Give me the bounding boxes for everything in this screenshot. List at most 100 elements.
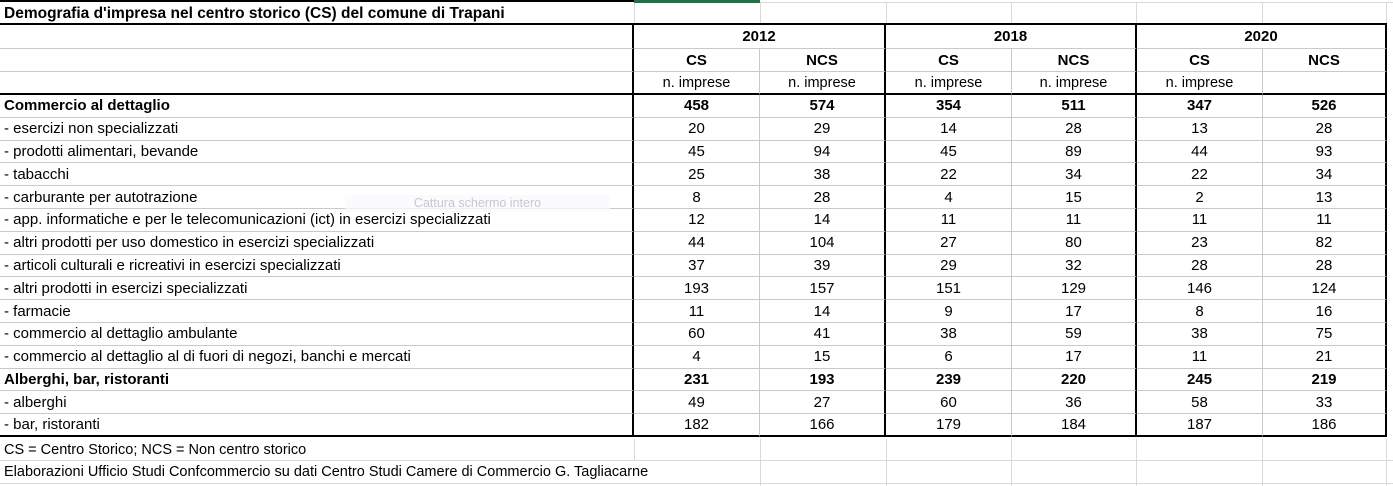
value-cell[interactable]: 245 bbox=[1137, 368, 1263, 392]
value-cell[interactable]: 239 bbox=[886, 368, 1012, 392]
value-cell[interactable]: 13 bbox=[1137, 117, 1263, 141]
value-cell[interactable]: 34 bbox=[1012, 163, 1137, 187]
row-label[interactable]: Commercio al dettaglio bbox=[0, 95, 634, 118]
value-cell[interactable]: 187 bbox=[1137, 414, 1263, 437]
value-cell[interactable]: 11 bbox=[1137, 345, 1263, 369]
value-cell[interactable]: 184 bbox=[1012, 414, 1137, 437]
value-cell[interactable]: 27 bbox=[886, 231, 1012, 255]
col-header-ncs-2020[interactable]: NCS bbox=[1263, 49, 1387, 72]
value-cell[interactable]: 28 bbox=[1012, 117, 1137, 141]
unit-cell[interactable]: n. imprese bbox=[760, 72, 886, 95]
empty-header-cell[interactable] bbox=[0, 49, 634, 72]
row-label[interactable]: - tabacchi bbox=[0, 163, 634, 187]
value-cell[interactable]: 89 bbox=[1012, 140, 1137, 164]
value-cell[interactable]: 58 bbox=[1137, 391, 1263, 415]
year-header-2012[interactable]: 2012 bbox=[634, 23, 886, 49]
value-cell[interactable]: 219 bbox=[1263, 368, 1387, 392]
value-cell[interactable]: 347 bbox=[1137, 95, 1263, 118]
value-cell[interactable]: 23 bbox=[1137, 231, 1263, 255]
value-cell[interactable]: 17 bbox=[1012, 300, 1137, 323]
value-cell[interactable]: 11 bbox=[1012, 208, 1137, 232]
year-header-2020[interactable]: 2020 bbox=[1137, 23, 1387, 49]
value-cell[interactable]: 11 bbox=[1263, 208, 1387, 232]
value-cell[interactable]: 82 bbox=[1263, 231, 1387, 255]
value-cell[interactable]: 11 bbox=[886, 208, 1012, 232]
value-cell[interactable]: 8 bbox=[634, 186, 760, 209]
value-cell[interactable]: 182 bbox=[634, 414, 760, 437]
value-cell[interactable]: 15 bbox=[1012, 186, 1137, 209]
value-cell[interactable]: 15 bbox=[760, 345, 886, 369]
value-cell[interactable]: 45 bbox=[634, 140, 760, 164]
value-cell[interactable]: 29 bbox=[760, 117, 886, 141]
value-cell[interactable]: 146 bbox=[1137, 277, 1263, 301]
value-cell[interactable]: 458 bbox=[634, 95, 760, 118]
value-cell[interactable]: 75 bbox=[1263, 322, 1387, 346]
value-cell[interactable]: 354 bbox=[886, 95, 1012, 118]
row-label[interactable]: - carburante per autotrazione bbox=[0, 186, 634, 209]
value-cell[interactable]: 151 bbox=[886, 277, 1012, 301]
footnote-source[interactable]: Elaborazioni Ufficio Studi Confcommercio… bbox=[4, 464, 649, 480]
row-label[interactable]: - bar, ristoranti bbox=[0, 414, 634, 437]
row-label[interactable]: Alberghi, bar, ristoranti bbox=[0, 368, 634, 392]
value-cell[interactable]: 44 bbox=[1137, 140, 1263, 164]
value-cell[interactable]: 93 bbox=[1263, 140, 1387, 164]
value-cell[interactable]: 60 bbox=[634, 322, 760, 346]
value-cell[interactable]: 574 bbox=[760, 95, 886, 118]
col-header-cs-2020[interactable]: CS bbox=[1137, 49, 1263, 72]
row-label[interactable]: - app. informatiche e per le telecomunic… bbox=[0, 208, 634, 232]
value-cell[interactable]: 8 bbox=[1137, 300, 1263, 323]
unit-cell[interactable]: n. imprese bbox=[1012, 72, 1137, 95]
row-label[interactable]: - commercio al dettaglio ambulante bbox=[0, 322, 634, 346]
value-cell[interactable]: 28 bbox=[760, 186, 886, 209]
value-cell[interactable]: 28 bbox=[1137, 254, 1263, 278]
value-cell[interactable]: 16 bbox=[1263, 300, 1387, 323]
value-cell[interactable]: 511 bbox=[1012, 95, 1137, 118]
value-cell[interactable]: 17 bbox=[1012, 345, 1137, 369]
row-label[interactable]: - alberghi bbox=[0, 391, 634, 415]
value-cell[interactable]: 12 bbox=[634, 208, 760, 232]
value-cell[interactable]: 6 bbox=[886, 345, 1012, 369]
value-cell[interactable]: 25 bbox=[634, 163, 760, 187]
value-cell[interactable]: 11 bbox=[1137, 208, 1263, 232]
value-cell[interactable]: 193 bbox=[760, 368, 886, 392]
unit-cell[interactable]: n. imprese bbox=[634, 72, 760, 95]
value-cell[interactable]: 38 bbox=[886, 322, 1012, 346]
row-label[interactable]: - altri prodotti in esercizi specializza… bbox=[0, 277, 634, 301]
value-cell[interactable]: 2 bbox=[1137, 186, 1263, 209]
value-cell[interactable]: 14 bbox=[760, 208, 886, 232]
col-header-cs-2012[interactable]: CS bbox=[634, 49, 760, 72]
value-cell[interactable]: 36 bbox=[1012, 391, 1137, 415]
value-cell[interactable]: 32 bbox=[1012, 254, 1137, 278]
row-label[interactable]: - commercio al dettaglio al di fuori di … bbox=[0, 345, 634, 369]
value-cell[interactable]: 526 bbox=[1263, 95, 1387, 118]
value-cell[interactable]: 38 bbox=[1137, 322, 1263, 346]
empty-header-cell[interactable] bbox=[0, 72, 634, 95]
value-cell[interactable]: 124 bbox=[1263, 277, 1387, 301]
col-header-cs-2018[interactable]: CS bbox=[886, 49, 1012, 72]
value-cell[interactable]: 193 bbox=[634, 277, 760, 301]
value-cell[interactable]: 37 bbox=[634, 254, 760, 278]
value-cell[interactable]: 80 bbox=[1012, 231, 1137, 255]
value-cell[interactable]: 14 bbox=[886, 117, 1012, 141]
value-cell[interactable]: 231 bbox=[634, 368, 760, 392]
value-cell[interactable]: 186 bbox=[1263, 414, 1387, 437]
value-cell[interactable]: 39 bbox=[760, 254, 886, 278]
value-cell[interactable]: 4 bbox=[886, 186, 1012, 209]
value-cell[interactable]: 129 bbox=[1012, 277, 1137, 301]
value-cell[interactable]: 94 bbox=[760, 140, 886, 164]
value-cell[interactable]: 13 bbox=[1263, 186, 1387, 209]
year-header-2018[interactable]: 2018 bbox=[886, 23, 1137, 49]
unit-cell[interactable]: n. imprese bbox=[886, 72, 1012, 95]
value-cell[interactable]: 166 bbox=[760, 414, 886, 437]
value-cell[interactable]: 157 bbox=[760, 277, 886, 301]
value-cell[interactable]: 14 bbox=[760, 300, 886, 323]
value-cell[interactable]: 29 bbox=[886, 254, 1012, 278]
table-title[interactable]: Demografia d'impresa nel centro storico … bbox=[4, 5, 505, 22]
col-header-ncs-2018[interactable]: NCS bbox=[1012, 49, 1137, 72]
value-cell[interactable]: 27 bbox=[760, 391, 886, 415]
value-cell[interactable]: 28 bbox=[1263, 254, 1387, 278]
row-label[interactable]: - altri prodotti per uso domestico in es… bbox=[0, 231, 634, 255]
value-cell[interactable]: 60 bbox=[886, 391, 1012, 415]
value-cell[interactable]: 34 bbox=[1263, 163, 1387, 187]
value-cell[interactable]: 45 bbox=[886, 140, 1012, 164]
